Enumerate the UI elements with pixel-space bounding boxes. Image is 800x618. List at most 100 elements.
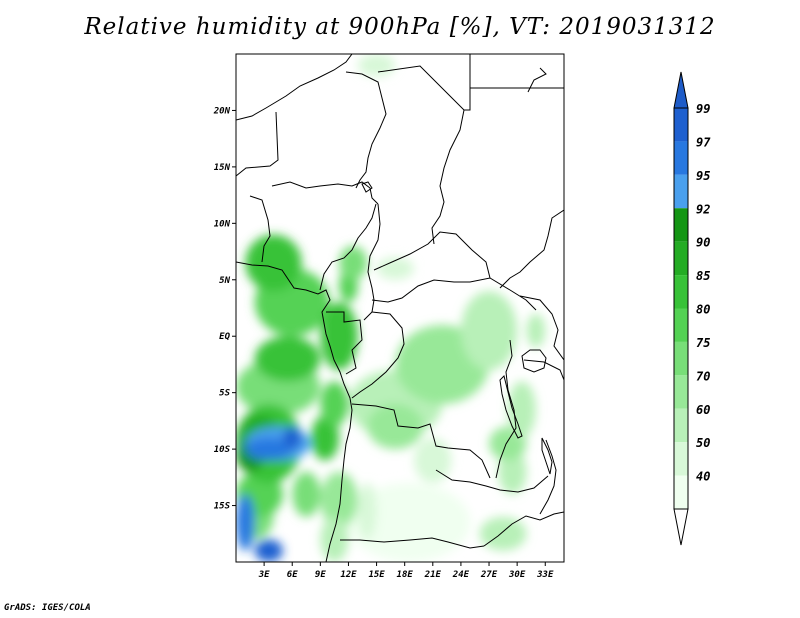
y-tick-label-4: EQ	[219, 332, 230, 342]
map-title: Relative humidity at 900hPa [%], VT: 201…	[84, 14, 716, 40]
border-gabon-congo	[326, 311, 363, 375]
colorbar-label-95: 95	[696, 169, 710, 183]
border-drc-east	[495, 339, 517, 479]
border-uganda-kenya	[519, 295, 564, 361]
x-tick-label-10: 33E	[536, 570, 554, 580]
y-tick-label-0: 20N	[213, 106, 231, 116]
rh-region-22	[367, 403, 424, 450]
y-tick-label-1: 15N	[214, 163, 231, 173]
grads-credit: GrADS: IGES/COLA	[4, 603, 91, 613]
rh-region-33	[320, 381, 349, 427]
colorbar-label-60: 60	[696, 403, 710, 417]
colorbar-label-97: 97	[696, 135, 711, 149]
y-tick-label-6: 10S	[214, 445, 231, 455]
rh-region-4	[498, 449, 527, 495]
x-tick-label-5: 18E	[397, 570, 414, 580]
rh-region-35	[339, 245, 368, 280]
rh-region-18	[236, 494, 255, 551]
humidity-field	[236, 54, 546, 562]
rh-region-0	[348, 482, 471, 562]
country-borders	[236, 54, 564, 562]
x-tick-label-8: 27E	[480, 570, 498, 580]
colorbar-swatch-97	[674, 141, 688, 175]
border-niger-north	[345, 71, 387, 189]
rh-region-19	[254, 539, 283, 562]
colorbar-swatch-80	[674, 308, 688, 342]
colorbar-swatch-70	[674, 375, 688, 409]
rh-region-3	[460, 291, 518, 371]
border-angola-namibia	[340, 537, 485, 549]
rh-region-29	[320, 471, 358, 529]
border-mozambique	[539, 439, 557, 515]
x-tick-label-0: 3E	[258, 570, 270, 580]
colorbar-swatch-99	[674, 108, 688, 142]
border-zambia	[435, 469, 549, 493]
rh-region-21	[254, 336, 321, 382]
x-tick-label-6: 21E	[424, 570, 442, 580]
x-tick-label-1: 6E	[287, 570, 298, 580]
rh-region-30	[320, 516, 349, 562]
colorbar-swatch-40	[674, 475, 688, 509]
y-tick-label-3: 5N	[219, 276, 230, 286]
x-tick-label-2: 9E	[315, 570, 326, 580]
colorbar-label-50: 50	[696, 436, 710, 450]
rh-region-23	[479, 516, 527, 551]
lake-victoria	[521, 349, 547, 373]
colorbar-label-80: 80	[696, 303, 710, 317]
plot-frame	[235, 53, 565, 563]
colorbar-swatch-85	[674, 275, 688, 309]
rh-region-31	[292, 471, 321, 517]
x-axis: 3E 6E 9E 12E 15E 18E 21E 24E 27E 30E 33E	[258, 562, 554, 580]
colorbar-label-40: 40	[696, 470, 710, 484]
rh-region-9	[245, 234, 302, 292]
lake-tanganyika	[499, 375, 523, 439]
rh-region-32	[310, 415, 340, 461]
rh-region-17	[282, 426, 302, 450]
border-car-drc	[371, 277, 537, 311]
border-car-north	[373, 231, 491, 279]
border-sudan-ethiopia	[499, 209, 564, 289]
colorbar-top-arrow	[673, 71, 689, 109]
x-tick-label-4: 15E	[368, 570, 385, 580]
rh-region-24	[376, 257, 415, 280]
border-congo-drc	[351, 311, 405, 399]
rh-region-27	[507, 381, 536, 438]
colorbar-label-70: 70	[696, 369, 710, 383]
x-tick-label-9: 30E	[508, 570, 526, 580]
border-tanzania	[523, 359, 564, 381]
rh-region-28	[357, 482, 377, 540]
rh-region-25	[357, 54, 396, 77]
y-tick-label-7: 15S	[214, 502, 231, 512]
x-tick-label-7: 24E	[452, 570, 470, 580]
colorbar: 99 97 95 92 90 85 80 75 70 60 50 40	[673, 71, 711, 546]
border-zambia-zimbabwe	[483, 511, 564, 547]
colorbar-label-75: 75	[696, 336, 710, 350]
x-tick-label-3: 12E	[340, 570, 357, 580]
y-tick-label-5: 5S	[219, 389, 230, 399]
border-cameroon-car	[363, 203, 381, 321]
border-chad-sudan	[431, 109, 465, 245]
border-nigeria-cameroon	[319, 203, 377, 291]
colorbar-label-92: 92	[696, 202, 710, 216]
border-drc-angola	[351, 403, 491, 479]
colorbar-swatch-75	[674, 341, 688, 376]
colorbar-label-99: 99	[696, 102, 710, 116]
colorbar-label-85: 85	[696, 269, 710, 283]
lake-malawi	[541, 437, 553, 475]
rh-region-26	[526, 313, 546, 348]
colorbar-swatch-90	[674, 241, 688, 276]
rh-region-6	[414, 437, 452, 483]
border-nigeria-niger	[271, 181, 379, 205]
border-burkina-ghana	[249, 195, 271, 263]
lake-chad	[361, 181, 373, 193]
y-tick-label-2: 10N	[214, 219, 231, 229]
colorbar-label-90: 90	[696, 236, 710, 250]
nile-sudan-east	[527, 67, 547, 93]
colorbar-swatch-92	[674, 208, 688, 242]
y-axis: 20N 15N 10N 5N EQ 5S 10S 15S	[213, 106, 236, 512]
rh-region-16	[245, 437, 293, 461]
colorbar-swatch-50	[674, 442, 688, 476]
rh-region-20	[320, 302, 358, 371]
border-mali-niger	[236, 111, 279, 177]
